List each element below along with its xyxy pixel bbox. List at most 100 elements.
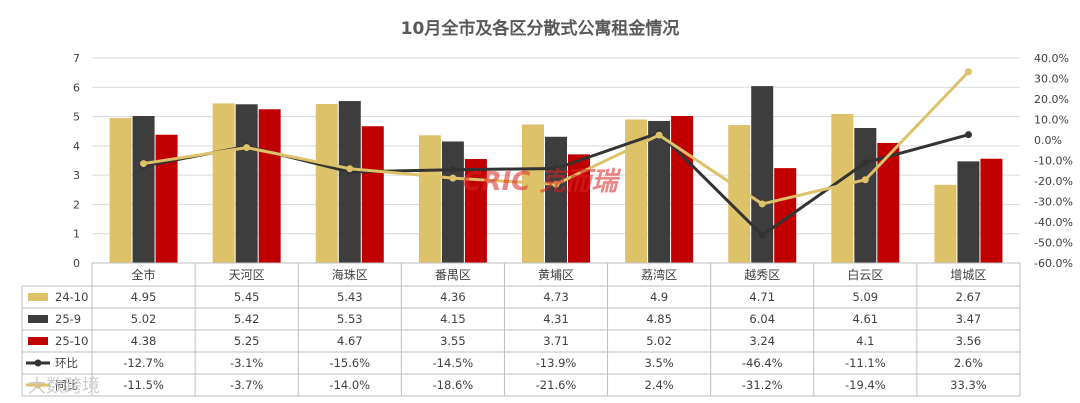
legend-swatch	[28, 337, 48, 345]
bar	[877, 142, 900, 263]
chart-title: 10月全市及各区分散式公寓租金情况	[401, 18, 680, 39]
table-cell-value: 5.45	[234, 290, 260, 304]
bar	[625, 119, 648, 263]
y-right-tick-label: 10.0%	[1034, 114, 1069, 127]
bar	[854, 127, 877, 263]
y-right-tick-label: 0.0%	[1034, 134, 1062, 147]
bars	[109, 86, 1003, 264]
table-cell-value: 4.61	[853, 312, 879, 326]
y-right-tick-label: -20.0%	[1034, 175, 1073, 188]
table-row: 24-10 4.95 5.45 5.43 4.36 4.73 4.9 4.71 5.09 2.67	[28, 290, 981, 304]
legend-label: 环比	[55, 356, 78, 370]
table-cell-value: 4.9	[650, 290, 668, 304]
legend-swatch-marker	[34, 359, 42, 367]
table-cell-value: -18.6%	[433, 378, 474, 392]
bar-group	[109, 115, 178, 264]
table-cell-value: 5.53	[337, 312, 363, 326]
bar	[568, 154, 590, 263]
table-row: 环比 -12.7% -3.1% -15.6% -14.5% -13.9% 3.5% -46.4…	[26, 356, 983, 370]
bar	[957, 161, 980, 263]
bar	[728, 125, 751, 263]
table-cell-value: 2.6%	[954, 356, 983, 370]
series-point	[964, 68, 972, 76]
table-cell-value: -31.2%	[742, 378, 783, 392]
watermarks: CRIC 克而瑞 大数跨境	[28, 167, 621, 397]
bar	[464, 159, 487, 263]
legend-label: 25-9	[55, 312, 81, 326]
bar	[315, 103, 338, 263]
bar	[258, 109, 281, 263]
legend-swatch-marker	[34, 381, 42, 389]
axes: 0 1 2 3 4 5 6 7 -60.0% -50.0% -40.0% -30.0% -20.0% -1…	[73, 52, 1073, 270]
table-cell-value: 2.4%	[645, 378, 674, 392]
y-left-tick-label: 7	[73, 52, 80, 65]
bar-group	[934, 158, 1003, 263]
bar	[751, 86, 774, 263]
series-point	[758, 231, 766, 239]
table-cell-value: -11.5%	[123, 378, 164, 392]
y-right-tick-label: -40.0%	[1034, 216, 1073, 229]
table-cell-value: 3.24	[749, 334, 775, 348]
bar	[934, 184, 957, 263]
table-cell-value: 5.43	[337, 290, 363, 304]
table-cell-value: 3.47	[956, 312, 982, 326]
y-right-tick-label: -50.0%	[1034, 237, 1073, 250]
table-cell-value: -3.1%	[230, 356, 263, 370]
y-left-tick-label: 0	[73, 257, 80, 270]
series-point	[964, 131, 972, 139]
y-left-tick-label: 6	[73, 81, 80, 94]
table-cell-value: -13.9%	[536, 356, 577, 370]
y-left-tick-label: 2	[73, 198, 80, 211]
table-row: 同比 -11.5% -3.7% -14.0% -18.6% -21.6% 2.4% -31.2…	[26, 378, 987, 392]
bar	[831, 113, 854, 263]
table-cell-value: 6.04	[749, 312, 775, 326]
table-cell-value: 4.1	[856, 334, 874, 348]
table-cell-value: 4.15	[440, 312, 466, 326]
bar	[132, 115, 155, 263]
bar-group	[212, 103, 281, 264]
legend-label: 25-10	[55, 334, 88, 348]
table-cell-value: -21.6%	[536, 378, 577, 392]
table-cell-value: -14.0%	[329, 378, 370, 392]
table-cell-value: 5.02	[131, 312, 157, 326]
y-left-tick-label: 4	[73, 140, 80, 153]
x-category-label: 越秀区	[744, 268, 780, 282]
x-category-label: 海珠区	[332, 267, 368, 282]
series-point	[552, 180, 560, 188]
series-point	[655, 131, 663, 139]
series-point	[861, 159, 869, 167]
legend-label: 同比	[55, 378, 78, 392]
bar	[155, 134, 178, 263]
x-category-label: 全市	[132, 267, 156, 282]
bar-group	[728, 86, 797, 263]
table-cell-value: 4.95	[131, 290, 157, 304]
table-cell-value: -12.7%	[123, 356, 164, 370]
bar	[361, 126, 384, 263]
bar	[522, 124, 544, 263]
y-right-tick-label: -30.0%	[1034, 196, 1073, 209]
table-cell-value: -46.4%	[742, 356, 783, 370]
series-point	[243, 144, 251, 152]
bar-group	[418, 135, 487, 263]
watermark-corner: 大数跨境	[28, 376, 100, 397]
bar	[545, 136, 567, 263]
data-table: 全市 天河区 海珠区 番禺区 黄埔区 荔湾区 越秀区 白云区 增城区 24-10 4.95 5.45 5…	[21, 262, 1021, 397]
table-cell-value: 4.73	[543, 290, 569, 304]
bar	[648, 120, 671, 263]
x-category-label: 天河区	[229, 268, 265, 282]
bar	[109, 118, 132, 264]
x-category-label: 番禺区	[435, 268, 471, 282]
table-cell-value: 4.36	[440, 290, 466, 304]
legend-swatch	[28, 293, 48, 301]
table-cell-value: -19.4%	[845, 378, 886, 392]
series-lines	[140, 68, 972, 239]
watermark-center: CRIC 克而瑞	[463, 167, 622, 197]
table-cell-value: 4.67	[337, 334, 363, 348]
y-right-tick-label: -10.0%	[1034, 155, 1073, 168]
bar	[212, 103, 235, 264]
table-cell-value: 4.38	[131, 334, 157, 348]
x-category-label: 黄埔区	[538, 268, 574, 282]
table-cell-value: 5.42	[234, 312, 260, 326]
